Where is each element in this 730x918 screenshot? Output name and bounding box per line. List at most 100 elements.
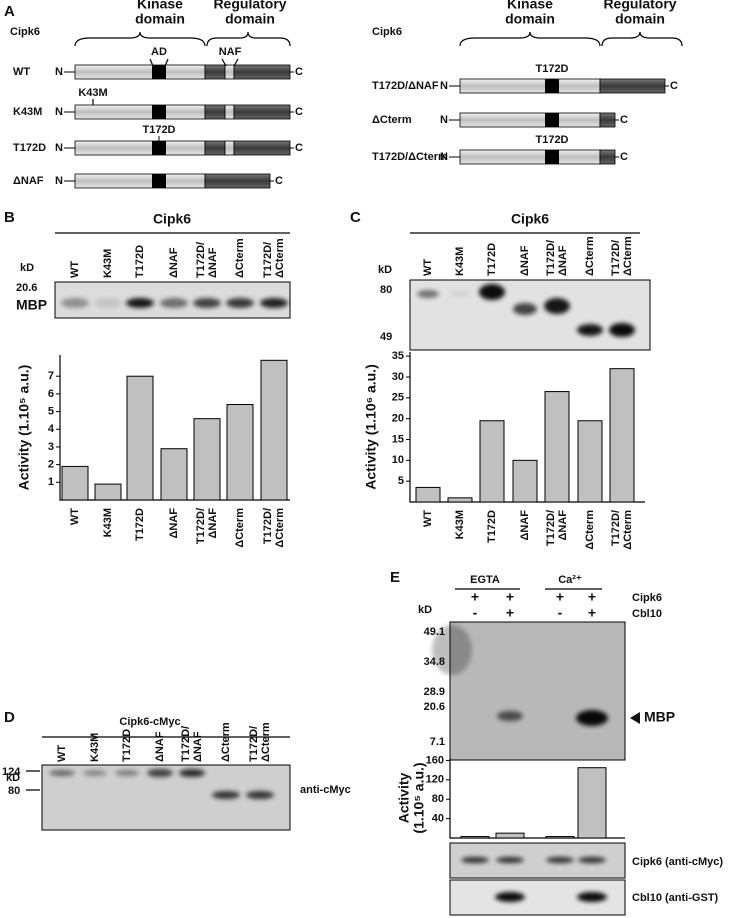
bar: [447, 497, 473, 503]
terminus-label: C: [295, 106, 303, 118]
y-axis-label: Activity (1.10⁵ a.u.): [16, 365, 32, 491]
domain-segment: [224, 104, 235, 120]
gel-band: [495, 892, 525, 902]
y-tick-label: 25: [392, 392, 404, 404]
domain-label: Regulatory domain: [603, 0, 676, 26]
y-tick-label: 2: [48, 459, 54, 471]
domain-segment: [74, 173, 206, 189]
arrow: [630, 712, 640, 724]
antibody-label: anti-cMyc: [300, 784, 351, 796]
bar: [226, 404, 254, 501]
marker-label: 80: [8, 785, 20, 797]
y-tick-label: 120: [426, 774, 444, 786]
domain-segment: [74, 140, 206, 156]
sign: +: [506, 605, 514, 621]
domain-segment: [459, 149, 601, 165]
domain-segment: [204, 104, 226, 120]
kd-label: kD: [378, 264, 392, 276]
domain-segment: [204, 173, 271, 189]
lane-label: T172D/ΔCterm: [248, 722, 272, 762]
marker-label: 80: [380, 284, 392, 296]
terminus-label: C: [620, 151, 628, 163]
lane-label: ΔNAF: [519, 245, 531, 276]
y-tick-label: 7: [48, 370, 54, 382]
x-tick-label: T172D/ΔCterm: [262, 508, 286, 548]
gel-band: [609, 323, 635, 337]
bar: [495, 832, 525, 839]
domain-segment: [599, 78, 666, 94]
kd-label: kD: [20, 262, 34, 274]
sign: +: [471, 589, 479, 605]
marker-label: 20.6: [424, 701, 445, 713]
domain-segment: [233, 104, 291, 120]
domain-segment: [74, 64, 206, 80]
lane-label: T172D: [486, 243, 498, 276]
sign: +: [588, 605, 596, 621]
construct-label: T172D/ΔNAF: [372, 80, 439, 92]
band-label: MBP: [16, 297, 47, 313]
y-tick-label: 30: [392, 371, 404, 383]
construct-label: T172D: [13, 142, 46, 154]
x-tick-label: ΔNAF: [519, 510, 531, 541]
gel-band: [147, 769, 173, 777]
gel-band: [260, 298, 288, 308]
gel-band: [497, 711, 523, 721]
lane-label: WT: [56, 745, 68, 762]
domain-segment: [459, 78, 601, 94]
y-tick-label: 80: [432, 793, 444, 805]
marker-label: 7.1: [430, 736, 445, 748]
activation-domain: [152, 105, 166, 119]
sign: -: [558, 605, 563, 621]
terminus-label: C: [295, 66, 303, 78]
gel-band: [513, 303, 537, 315]
gel-band: [212, 791, 240, 799]
mutation-label: T172D: [142, 124, 175, 136]
lane-label: T172D: [121, 729, 133, 762]
lane-label: K43M: [102, 249, 114, 278]
lane-label: ΔCterm: [584, 236, 596, 276]
band-label: MBP: [644, 709, 675, 725]
lane-label: T172D: [134, 245, 146, 278]
bar: [460, 836, 490, 839]
domain-segment: [233, 140, 291, 156]
gel-band: [179, 769, 205, 777]
x-tick-label: T172D/ΔNAF: [545, 510, 569, 546]
construct-label: K43M: [13, 106, 42, 118]
gel-band: [246, 791, 274, 799]
lane-label: T172D/ΔNAF: [180, 726, 204, 762]
mutation-label: K43M: [78, 87, 107, 99]
gel-band: [193, 298, 221, 308]
pointer: [149, 58, 239, 67]
activation-domain: [545, 79, 559, 93]
x-tick-label: ΔNAF: [168, 508, 180, 539]
gel-band: [432, 625, 472, 675]
terminus-label: N: [440, 80, 448, 92]
domain-segment: [74, 104, 206, 120]
activation-domain: [152, 141, 166, 155]
lane-label: ΔCterm: [234, 238, 246, 278]
x-tick-label: ΔCterm: [234, 508, 246, 548]
bar: [260, 359, 288, 501]
gel-band: [94, 298, 122, 308]
domain-segment: [599, 112, 616, 128]
y-axis-label: Activity (1.10⁶ a.u.): [363, 364, 379, 490]
x-tick-label: T172D/ΔNAF: [195, 508, 219, 544]
domain-label: Kinase domain: [505, 0, 555, 26]
y-tick-label: 20: [392, 413, 404, 425]
gel-band: [496, 857, 524, 863]
bar: [415, 486, 441, 503]
gel-band: [578, 857, 606, 863]
domain-segment: [459, 112, 601, 128]
bar: [94, 483, 122, 501]
panel-label: B: [4, 209, 15, 226]
construct-label: T172D/ΔCterm: [372, 151, 448, 163]
lane-label: K43M: [454, 247, 466, 276]
y-tick-label: 3: [48, 441, 54, 453]
x-tick-label: K43M: [454, 510, 466, 539]
terminus-label: C: [670, 80, 678, 92]
marker-label: 49.1: [424, 626, 445, 638]
panel-label: D: [4, 709, 15, 726]
panel-label: E: [390, 569, 400, 586]
x-tick-label: T172D: [486, 510, 498, 543]
